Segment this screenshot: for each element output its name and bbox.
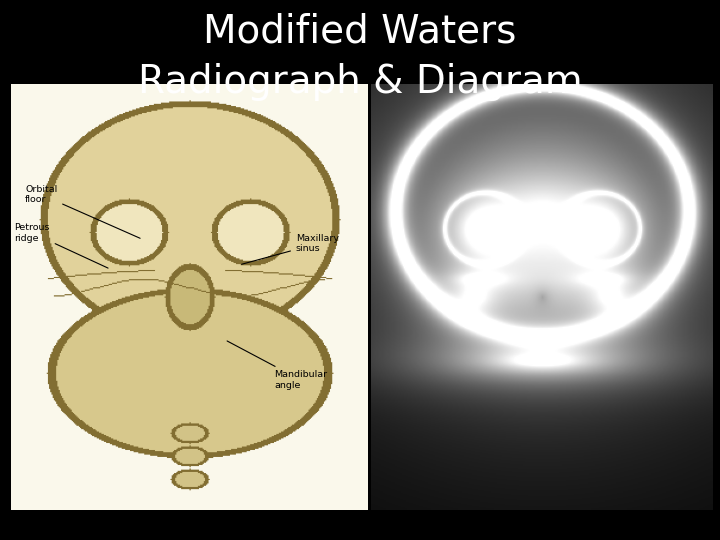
Text: Modified Waters
Radiograph & Diagram: Modified Waters Radiograph & Diagram [138, 13, 582, 100]
Text: Maxillary
sinus: Maxillary sinus [242, 234, 339, 264]
Text: Mandibular
angle: Mandibular angle [227, 341, 328, 390]
Text: Petrous
ridge: Petrous ridge [14, 224, 108, 268]
Text: Orbital
floor: Orbital floor [25, 185, 140, 238]
